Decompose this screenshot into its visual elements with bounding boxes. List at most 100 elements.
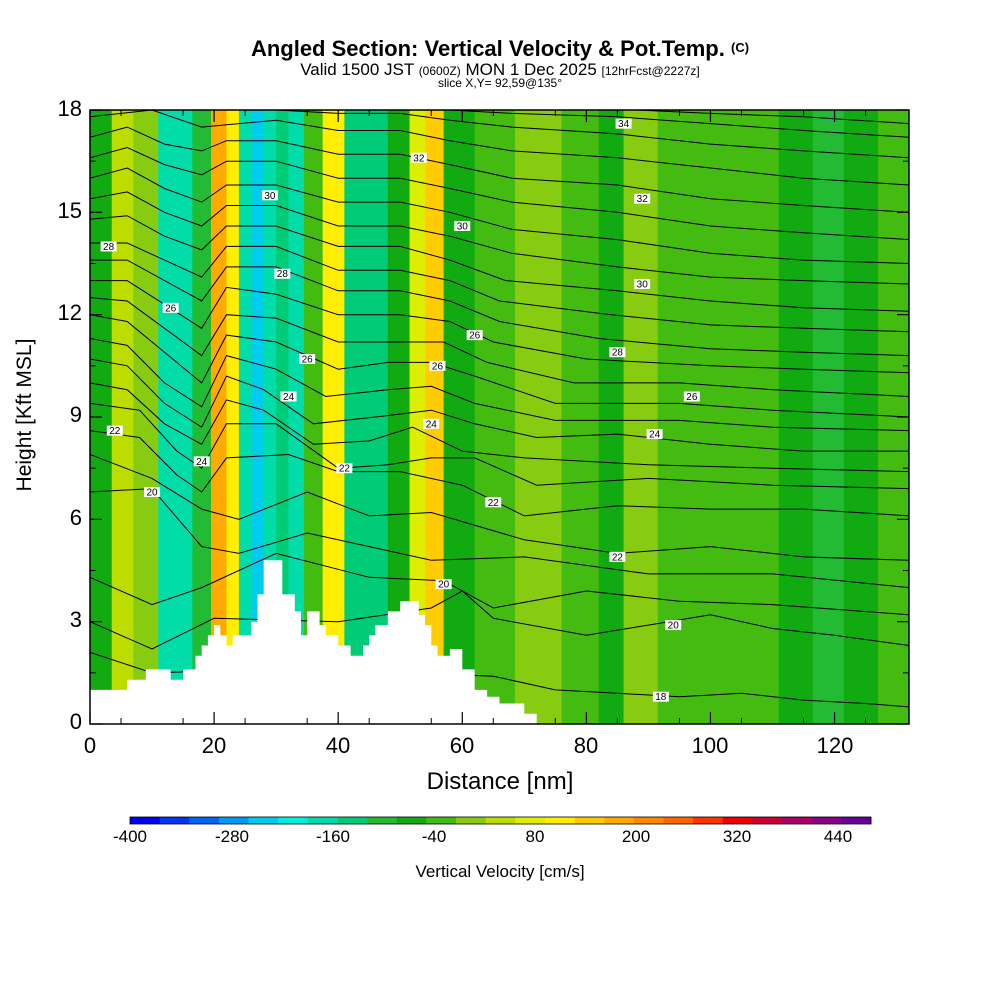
field-band	[443, 110, 476, 724]
colorbar-swatch	[337, 817, 368, 824]
x-tick-label: 20	[201, 733, 227, 758]
y-tick-label: 12	[57, 300, 82, 325]
contour-labels: 18 20 20 20 22 22 22 22 24 24 24 24 26 26 26 26 26 28 28 28…	[100, 118, 700, 703]
contour-label-bg	[162, 302, 179, 313]
axis-ticks	[89, 109, 909, 725]
contour-label-bg	[466, 330, 483, 341]
isentrope-line	[90, 167, 909, 264]
contour-label: 26	[432, 361, 444, 372]
x-tick-label: 40	[325, 733, 351, 758]
contour-label: 30	[457, 221, 469, 232]
contour-label-bg	[100, 241, 117, 252]
isentrope-line	[90, 215, 909, 312]
y-tick-label: 0	[69, 709, 82, 734]
y-tick-label: 15	[57, 198, 82, 223]
contour-label-bg	[634, 278, 651, 289]
contour-label-bg	[485, 497, 502, 508]
contour-label-bg	[683, 391, 700, 402]
contour-label: 20	[438, 580, 450, 591]
field-band	[694, 110, 736, 724]
colorbar-swatch	[633, 817, 664, 824]
colorbar-swatch	[722, 817, 753, 824]
isentrope-line	[90, 430, 909, 517]
contour-label-bg	[410, 152, 427, 163]
x-axis-title: Distance [nm]	[426, 768, 574, 795]
isentrope-line	[449, 110, 909, 138]
colorbar-swatch	[515, 817, 546, 824]
field-band	[623, 110, 659, 724]
isentrope-line	[90, 402, 909, 490]
contour-label-bg	[609, 347, 626, 358]
field-band	[226, 110, 240, 724]
isentrope-line	[90, 454, 909, 561]
field-band	[322, 110, 345, 724]
contour-label: 20	[146, 488, 158, 499]
field-band	[192, 110, 212, 724]
contour-label-bg	[609, 551, 626, 562]
contour-label: 26	[686, 392, 698, 403]
contour-label-bg	[299, 354, 316, 365]
isentrope-line	[90, 191, 909, 285]
y-tick-label: 6	[69, 505, 82, 530]
contour-label-bg	[423, 418, 440, 429]
x-tick-label: 80	[573, 733, 599, 758]
contour-label-bg	[665, 620, 682, 631]
colorbar-label: -40	[421, 827, 447, 846]
title-suffix: (C)	[731, 40, 750, 55]
field-band	[387, 110, 411, 724]
colorbar-label: 320	[722, 827, 752, 846]
contour-label-bg	[144, 487, 161, 498]
colorbar-swatch	[604, 817, 635, 824]
field-band	[158, 110, 178, 724]
isentrope-line	[90, 146, 909, 241]
colorbar-swatch	[782, 817, 813, 824]
field-band	[561, 110, 600, 724]
contour-label: 22	[488, 498, 500, 509]
contour-label-bg	[652, 691, 669, 702]
contour-label: 24	[649, 430, 661, 441]
isentrope-line	[90, 358, 909, 452]
colorbar-swatch	[130, 817, 161, 824]
contour-label: 32	[637, 194, 649, 205]
chart-subtitle: Valid 1500 JST (0600Z) MON 1 Dec 2025 [1…	[300, 60, 700, 79]
isentrope-line	[90, 338, 909, 432]
field-band	[111, 110, 135, 724]
field-band	[344, 110, 367, 724]
colorbar-label: 80	[525, 827, 545, 846]
field-band	[288, 110, 305, 724]
colorbar-swatch	[841, 817, 872, 824]
colorbar-label: -160	[315, 827, 351, 846]
isentrope-contours	[90, 110, 909, 708]
colorbar-label: 440	[823, 827, 853, 846]
contour-label-bg	[274, 268, 291, 279]
isentrope-line	[90, 126, 909, 213]
field-band	[304, 110, 324, 724]
field-band	[778, 110, 814, 724]
isentrope-line	[90, 314, 909, 418]
x-tick-label: 120	[816, 733, 854, 758]
contour-label-bg	[106, 425, 123, 436]
colorbar-swatch	[248, 817, 279, 824]
isentrope-line	[90, 488, 909, 589]
field-band	[409, 110, 426, 724]
colorbar-swatch	[544, 817, 575, 824]
field-band	[812, 110, 845, 724]
colorbar-swatch	[693, 817, 724, 824]
contour-label: 26	[302, 355, 314, 366]
colorbar-swatch	[367, 817, 398, 824]
isentrope-line	[90, 259, 909, 357]
contour-label-bg	[193, 456, 210, 467]
field-band	[251, 110, 265, 724]
colorbar-frame	[129, 816, 872, 825]
colorbar-swatch	[218, 817, 249, 824]
velocity-field	[90, 110, 909, 724]
terrain	[90, 560, 909, 724]
contour-label: 30	[264, 191, 276, 202]
contour-label: 32	[413, 153, 425, 164]
colorbar-swatch	[307, 817, 338, 824]
colorbar-swatch	[396, 817, 427, 824]
x-tick-label: 0	[83, 733, 97, 758]
field-band	[657, 110, 696, 724]
colorbar-title: Vertical Velocity [cm/s]	[415, 862, 585, 881]
